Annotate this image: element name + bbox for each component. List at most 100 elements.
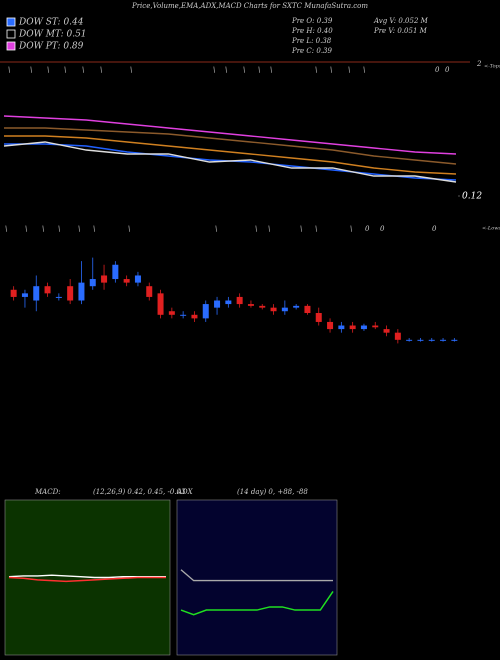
series-line <box>3 141 457 183</box>
candle-body <box>315 313 322 322</box>
candle-body <box>214 300 221 308</box>
legend-swatch <box>6 29 16 39</box>
signal-mark: 0 <box>432 225 437 233</box>
signal-mark: \ <box>363 66 365 74</box>
signal-mark: \ <box>47 66 49 74</box>
candle-body <box>293 305 300 308</box>
signal-mark: \ <box>213 66 215 74</box>
stat: Pre L: 0.38 <box>291 37 332 45</box>
signal-mark: \ <box>330 66 332 74</box>
candle-body <box>123 279 130 283</box>
candle-body <box>440 339 447 341</box>
signal-mark: \ <box>300 225 302 233</box>
candle-body <box>451 339 458 341</box>
signal-mark: \ <box>128 225 130 233</box>
signal-mark: \ <box>100 66 102 74</box>
page-title: Price,Volume,EMA,ADX,MACD Charts for SXT… <box>131 2 368 10</box>
candle-body <box>372 325 379 328</box>
low-label: <-Lows <box>482 226 500 232</box>
panel-title: ADX <box>176 488 194 496</box>
signal-mark: \ <box>215 225 217 233</box>
signal-mark: \ <box>30 66 32 74</box>
signal-mark: \ <box>5 225 7 233</box>
signal-mark: \ <box>243 66 245 74</box>
candle-body <box>44 286 51 294</box>
signal-mark: 0 <box>435 66 440 74</box>
signal-mark: 0 <box>380 225 385 233</box>
candle-body <box>168 311 175 315</box>
candle-body <box>270 307 277 312</box>
stat: Pre V: 0.051 M <box>373 27 428 35</box>
signal-mark: 0 <box>445 66 450 74</box>
candle-body <box>383 329 390 333</box>
top-tag: 2 <box>476 60 482 68</box>
candle-body <box>417 339 424 341</box>
signal-mark: 0 <box>365 225 370 233</box>
candle-body <box>191 314 198 319</box>
candle-body <box>225 300 232 305</box>
candle-body <box>157 293 164 315</box>
candle-body <box>247 304 254 306</box>
stat: Pre O: 0.39 <box>291 17 333 25</box>
candle-body <box>33 286 40 301</box>
y-tick-label: 0.12 <box>462 192 482 202</box>
signal-mark: \ <box>42 225 44 233</box>
series-line <box>180 569 333 582</box>
signal-mark: \ <box>225 66 227 74</box>
signal-mark: \ <box>82 66 84 74</box>
candle-body <box>360 325 367 330</box>
series-line <box>4 127 457 165</box>
signal-mark: \ <box>348 66 350 74</box>
panel-subtitle: (12,26,9) 0.42, 0.45, -0.03 <box>93 488 186 496</box>
candle-body <box>236 296 243 305</box>
legend-label: DOW PT: 0.89 <box>18 42 84 52</box>
signal-mark: \ <box>64 66 66 74</box>
series-line <box>3 115 457 155</box>
candle-body <box>134 275 141 283</box>
candle-body <box>78 282 85 301</box>
candle-body <box>67 286 74 301</box>
signal-mark: \ <box>130 66 132 74</box>
series-line <box>4 135 457 175</box>
series-line <box>8 576 166 583</box>
legend-swatch <box>6 17 16 27</box>
candle-body <box>21 293 28 297</box>
signal-mark: \ <box>93 225 95 233</box>
signal-mark: \ <box>350 225 352 233</box>
stat: Avg V: 0.052 M <box>373 17 429 25</box>
candle-body <box>281 307 288 312</box>
candle-body <box>406 339 413 341</box>
signal-mark: \ <box>25 225 27 233</box>
candle-body <box>394 332 401 340</box>
legend-swatch <box>6 41 16 51</box>
signal-mark: \ <box>78 225 80 233</box>
candle-body <box>349 325 356 330</box>
candle-body <box>10 289 17 297</box>
signal-mark: \ <box>268 225 270 233</box>
series-line <box>8 574 166 579</box>
signal-mark: \ <box>258 66 260 74</box>
top-label: <-Tops <box>484 64 500 70</box>
signal-mark: \ <box>255 225 257 233</box>
series-line <box>180 591 334 616</box>
candle-body <box>202 304 209 319</box>
signal-mark: \ <box>270 66 272 74</box>
candle-body <box>101 275 108 283</box>
candle-body <box>112 264 119 280</box>
candle-body <box>180 314 187 316</box>
candle-body <box>146 286 153 297</box>
panel-background <box>176 499 338 656</box>
candle-body <box>55 296 62 298</box>
signal-mark: \ <box>315 225 317 233</box>
candle-body <box>304 305 311 314</box>
signal-mark: \ <box>315 66 317 74</box>
signal-mark: \ <box>8 66 10 74</box>
candle-body <box>89 279 96 287</box>
stat: Pre H: 0.40 <box>291 27 333 35</box>
candle-body <box>259 305 266 308</box>
candle-body <box>327 321 334 330</box>
candle-body <box>428 339 435 341</box>
stat: Pre C: 0.39 <box>291 47 332 55</box>
legend-label: DOW MT: 0.51 <box>18 30 87 40</box>
